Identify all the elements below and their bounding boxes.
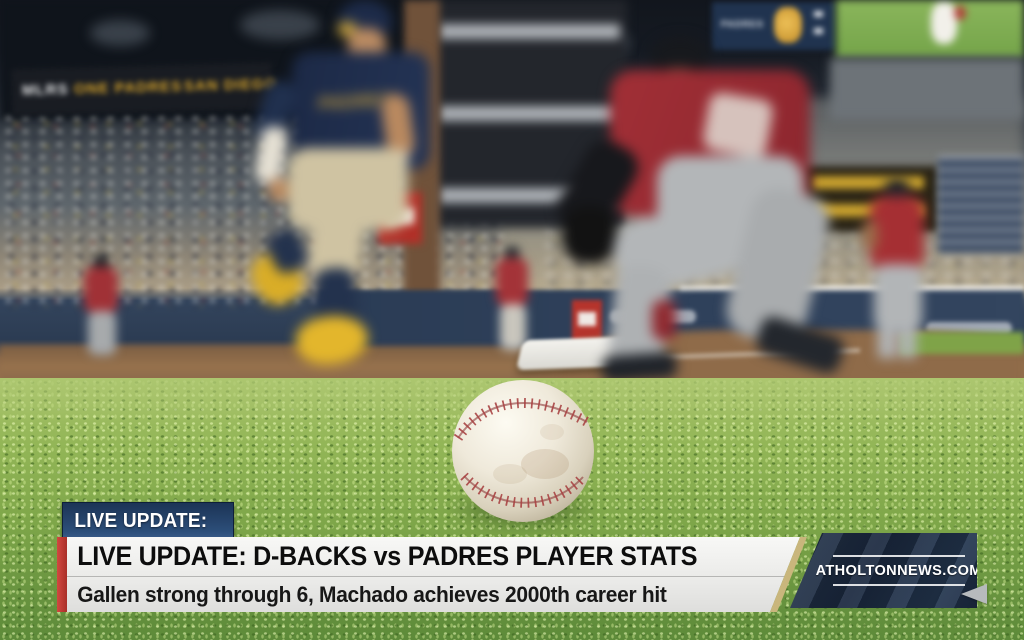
baseball xyxy=(452,380,594,522)
suite-crowd-smudge xyxy=(240,10,320,40)
deck-railing xyxy=(438,106,620,121)
scoreboard: PADRES xyxy=(712,2,836,50)
suite-crowd-smudge xyxy=(90,20,150,46)
website-url: ATHOLTONNEWS.COM xyxy=(815,562,983,579)
fielder-jersey-number xyxy=(701,90,775,160)
subheadline-row: Gallen strong through 6, Machado achieve… xyxy=(67,576,800,612)
live-update-tab-label: LIVE UPDATE: xyxy=(74,509,208,532)
scoreboard-team-label: PADRES xyxy=(721,19,764,29)
led-ribbon-text: ONE PADRES xyxy=(73,77,183,98)
jumbotron-screen xyxy=(836,0,1024,58)
website-divider-bottom xyxy=(832,584,966,586)
deck-railing xyxy=(438,24,620,39)
website-divider-top xyxy=(832,555,966,557)
website-plate: ATHOLTONNEWS.COM xyxy=(790,533,977,608)
concourse-right xyxy=(830,58,1024,120)
background-player xyxy=(486,246,536,350)
runner-shoe xyxy=(293,311,371,369)
dbacks-fielder xyxy=(549,28,847,383)
banner-red-accent xyxy=(57,537,67,612)
scoreboard-number xyxy=(814,28,823,34)
scoreboard-number xyxy=(814,11,823,17)
sd-logo xyxy=(774,7,802,43)
jumbotron-player-figure xyxy=(931,2,957,44)
headline-text: LIVE UPDATE: D-BACKS vs PADRES PLAYER ST… xyxy=(77,541,698,571)
background-player-dbacks xyxy=(860,178,938,358)
led-ribbon-text: MLRS xyxy=(21,80,69,100)
wall-railing xyxy=(680,285,1024,291)
headline-row: LIVE UPDATE: D-BACKS vs PADRES PLAYER ST… xyxy=(67,537,800,576)
subheadline-text: Gallen strong through 6, Machado achieve… xyxy=(77,581,667,607)
website-plate-sheen xyxy=(790,533,977,608)
fielder-glove xyxy=(562,206,617,264)
wall-sign xyxy=(572,300,602,342)
lower-third-banner: LIVE UPDATE: D-BACKS vs PADRES PLAYER ST… xyxy=(67,537,812,612)
background-player xyxy=(76,255,124,355)
banner-notch-icon xyxy=(961,584,987,604)
padres-runner: PADRES xyxy=(244,0,430,374)
live-update-tab: LIVE UPDATE: xyxy=(62,502,234,540)
banner-pillars xyxy=(938,156,1024,254)
led-ribbon-board: MLRS ONE PADRES SAN DIEGO xyxy=(11,62,277,116)
grass-strip xyxy=(900,332,1024,354)
jumbotron-red-figure xyxy=(954,6,966,20)
